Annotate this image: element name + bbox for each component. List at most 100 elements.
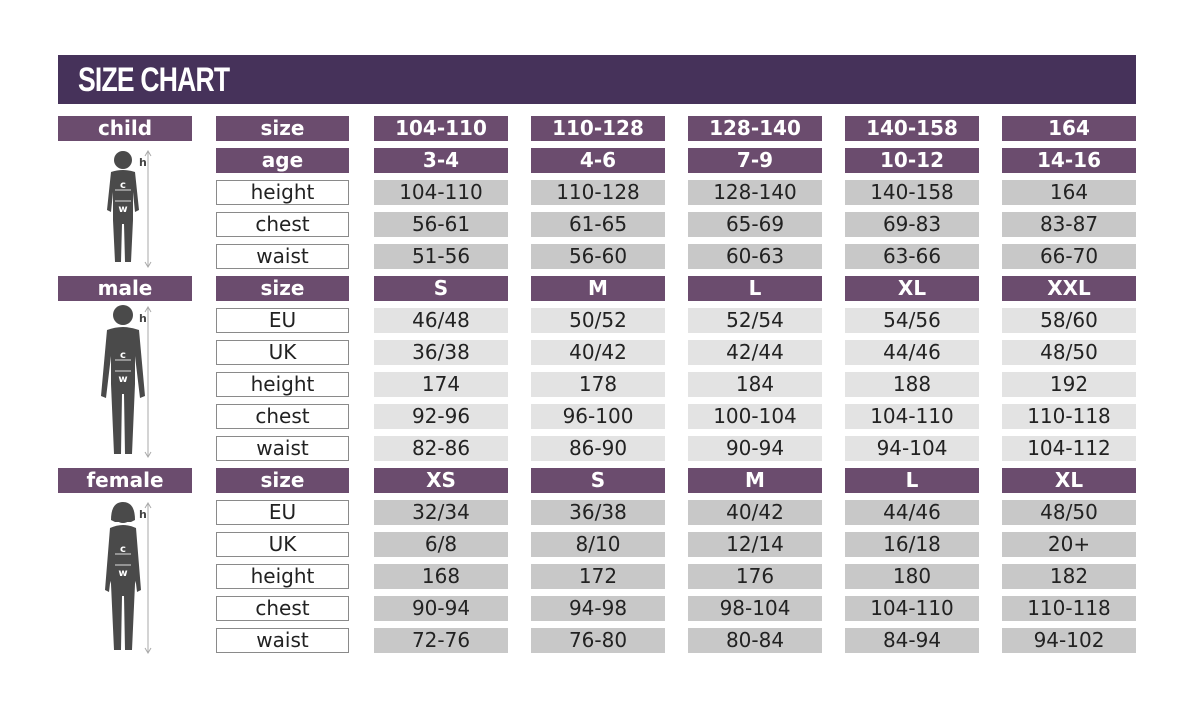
value-cell: 140-158: [845, 180, 979, 205]
child-silhouette-icon: c w h: [95, 148, 165, 270]
value-cell: 110-118: [1002, 596, 1136, 621]
row-label-height: height: [216, 180, 349, 205]
waist-marker: w: [118, 374, 127, 385]
value-cell: 40/42: [688, 500, 822, 525]
value-cell: 184: [688, 372, 822, 397]
row-label-eu: EU: [216, 308, 349, 333]
size-header-cell: L: [845, 468, 979, 493]
waist-marker: w: [118, 204, 127, 215]
value-cell: 36/38: [374, 340, 508, 365]
value-cell: 94-104: [845, 436, 979, 461]
value-cell: 188: [845, 372, 979, 397]
value-cell: 110-118: [1002, 404, 1136, 429]
size-header-cell: 3-4: [374, 148, 508, 173]
male-silhouette-icon: c w h: [95, 304, 165, 460]
value-cell: 63-66: [845, 244, 979, 269]
size-header-cell: M: [531, 276, 665, 301]
value-cell: 44/46: [845, 340, 979, 365]
value-cell: 20+: [1002, 532, 1136, 557]
row-label-size: size: [216, 468, 349, 493]
size-header-cell: XL: [845, 276, 979, 301]
value-cell: 98-104: [688, 596, 822, 621]
value-cell: 128-140: [688, 180, 822, 205]
size-header-cell: 10-12: [845, 148, 979, 173]
female-silhouette-icon: c w h: [95, 500, 165, 656]
value-cell: 178: [531, 372, 665, 397]
size-header-cell: 4-6: [531, 148, 665, 173]
value-cell: 104-110: [374, 180, 508, 205]
value-cell: 104-112: [1002, 436, 1136, 461]
value-cell: 94-102: [1002, 628, 1136, 653]
value-cell: 82-86: [374, 436, 508, 461]
value-cell: 6/8: [374, 532, 508, 557]
category-label-female: female: [58, 468, 192, 493]
value-cell: 83-87: [1002, 212, 1136, 237]
value-cell: 100-104: [688, 404, 822, 429]
height-marker: h: [139, 156, 147, 169]
size-header-cell: 128-140: [688, 116, 822, 141]
value-cell: 84-94: [845, 628, 979, 653]
value-cell: 48/50: [1002, 500, 1136, 525]
value-cell: 56-61: [374, 212, 508, 237]
size-header-cell: 140-158: [845, 116, 979, 141]
value-cell: 69-83: [845, 212, 979, 237]
row-label-size: size: [216, 116, 349, 141]
value-cell: 176: [688, 564, 822, 589]
value-cell: 182: [1002, 564, 1136, 589]
value-cell: 51-56: [374, 244, 508, 269]
value-cell: 46/48: [374, 308, 508, 333]
value-cell: 8/10: [531, 532, 665, 557]
value-cell: 36/38: [531, 500, 665, 525]
chest-marker: c: [120, 350, 126, 361]
value-cell: 192: [1002, 372, 1136, 397]
value-cell: 164: [1002, 180, 1136, 205]
row-label-eu: EU: [216, 500, 349, 525]
value-cell: 90-94: [374, 596, 508, 621]
value-cell: 92-96: [374, 404, 508, 429]
chest-marker: c: [120, 544, 126, 555]
value-cell: 42/44: [688, 340, 822, 365]
value-cell: 60-63: [688, 244, 822, 269]
value-cell: 104-110: [845, 404, 979, 429]
value-cell: 90-94: [688, 436, 822, 461]
row-label-height: height: [216, 372, 349, 397]
row-label-waist: waist: [216, 436, 349, 461]
row-label-height: height: [216, 564, 349, 589]
value-cell: 65-69: [688, 212, 822, 237]
row-label-chest: chest: [216, 596, 349, 621]
value-cell: 58/60: [1002, 308, 1136, 333]
value-cell: 96-100: [531, 404, 665, 429]
value-cell: 76-80: [531, 628, 665, 653]
height-marker: h: [139, 508, 147, 521]
size-header-cell: M: [688, 468, 822, 493]
value-cell: 44/46: [845, 500, 979, 525]
value-cell: 16/18: [845, 532, 979, 557]
size-header-cell: 110-128: [531, 116, 665, 141]
size-header-cell: 164: [1002, 116, 1136, 141]
value-cell: 94-98: [531, 596, 665, 621]
value-cell: 86-90: [531, 436, 665, 461]
row-label-waist: waist: [216, 628, 349, 653]
page-title: SIZE CHART: [78, 61, 230, 99]
size-header-cell: S: [531, 468, 665, 493]
value-cell: 174: [374, 372, 508, 397]
size-header-cell: XXL: [1002, 276, 1136, 301]
chest-marker: c: [120, 180, 126, 191]
value-cell: 48/50: [1002, 340, 1136, 365]
row-label-uk: UK: [216, 340, 349, 365]
category-label-child: child: [58, 116, 192, 141]
size-header-cell: XL: [1002, 468, 1136, 493]
value-cell: 72-76: [374, 628, 508, 653]
size-header-cell: L: [688, 276, 822, 301]
row-label-chest: chest: [216, 212, 349, 237]
value-cell: 168: [374, 564, 508, 589]
size-header-cell: XS: [374, 468, 508, 493]
value-cell: 104-110: [845, 596, 979, 621]
row-label-waist: waist: [216, 244, 349, 269]
value-cell: 80-84: [688, 628, 822, 653]
value-cell: 40/42: [531, 340, 665, 365]
title-bar: SIZE CHART: [58, 55, 1136, 104]
value-cell: 32/34: [374, 500, 508, 525]
row-label-uk: UK: [216, 532, 349, 557]
height-marker: h: [139, 312, 147, 325]
